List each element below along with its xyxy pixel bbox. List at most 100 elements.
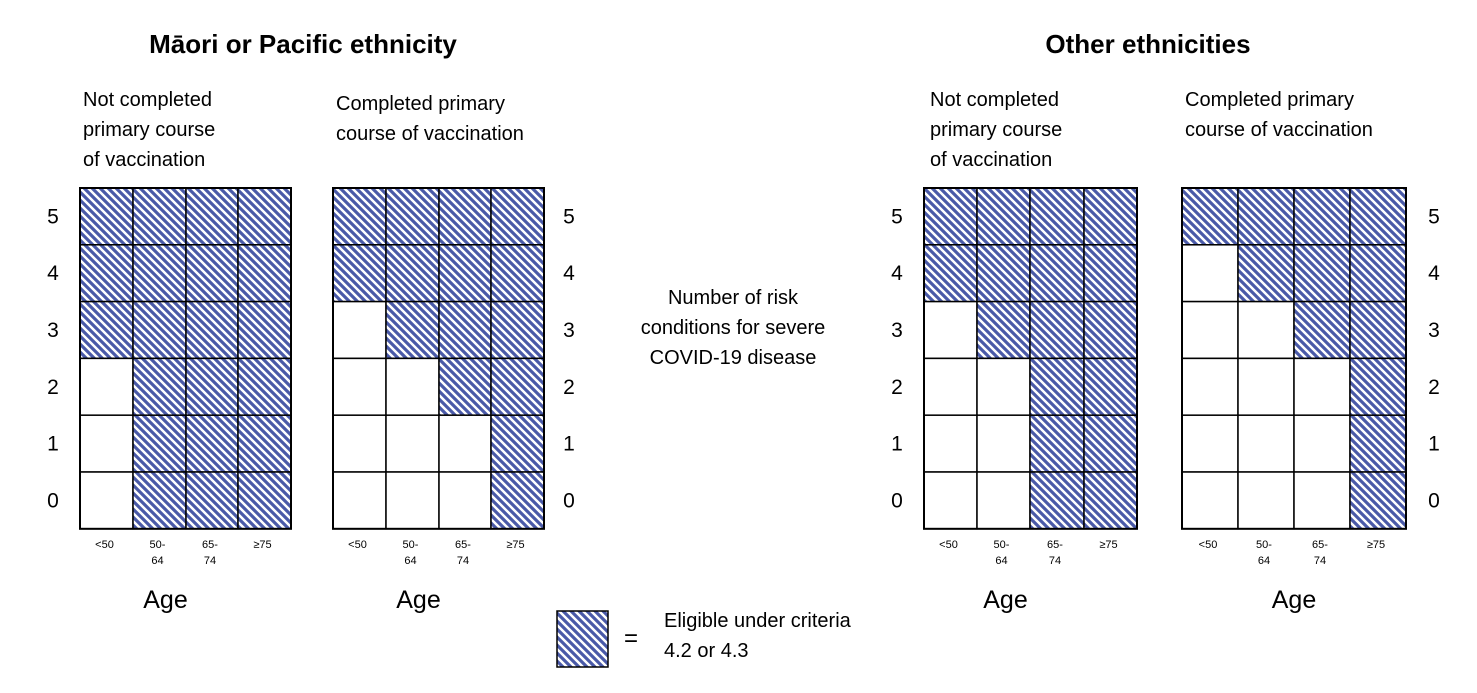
eligible-cell: [332, 187, 387, 246]
age-tick-label: 74: [1314, 555, 1326, 567]
ineligible-cell: [79, 357, 134, 416]
ineligible-cell: [385, 357, 440, 416]
center-label-line-1: Number of risk: [668, 287, 799, 309]
eligible-cell: [438, 357, 492, 416]
eligible-cell: [1349, 357, 1407, 416]
panel-4-border: [1181, 187, 1407, 530]
row-label: 3: [1428, 319, 1440, 342]
eligible-cell: [185, 414, 239, 473]
age-tick-label: 65-: [1312, 539, 1328, 551]
panel-3-border: [923, 187, 1138, 530]
age-tick-label: 64: [1258, 555, 1270, 567]
row-label: 2: [47, 376, 59, 399]
eligible-cell: [385, 187, 440, 246]
eligible-cell: [1293, 244, 1351, 303]
eligible-cell: [490, 414, 545, 473]
row-label: 5: [563, 205, 575, 228]
panel-4: Completed primary course of vaccination 5 4…: [1181, 89, 1440, 614]
row-label: 2: [563, 376, 575, 399]
ineligible-cell: [79, 471, 134, 530]
ineligible-cell: [923, 471, 978, 530]
row-label: 4: [47, 262, 59, 285]
eligible-cell: [1029, 471, 1085, 530]
eligible-cell: [1237, 187, 1295, 246]
eligible-cell: [79, 244, 134, 303]
age-tick-label: 50-: [403, 539, 419, 551]
panel-3-title-line: of vaccination: [930, 149, 1052, 171]
panel-4-title-line: Completed primary: [1185, 89, 1354, 111]
eligible-cell: [923, 187, 978, 246]
ineligible-cell: [976, 357, 1031, 416]
age-tick-label: 50-: [994, 539, 1010, 551]
eligible-cell: [438, 187, 492, 246]
ineligible-cell: [976, 414, 1031, 473]
age-tick-label: <50: [1199, 539, 1218, 551]
row-label: 1: [563, 433, 575, 456]
row-label: 2: [891, 376, 903, 399]
eligible-cell: [438, 300, 492, 360]
row-label: 2: [1428, 376, 1440, 399]
panel-2: Completed primary course of vaccination 5 4…: [332, 93, 575, 614]
panel-2-border: [332, 187, 545, 530]
eligible-cell: [490, 244, 545, 303]
eligible-cell: [185, 244, 239, 303]
age-axis-title: Age: [1272, 586, 1316, 614]
eligible-cell: [1029, 357, 1085, 416]
row-label: 0: [1428, 489, 1440, 512]
row-label: 3: [563, 319, 575, 342]
eligible-cell: [1349, 471, 1407, 530]
eligible-cell: [132, 187, 187, 246]
row-label: 1: [1428, 433, 1440, 456]
legend-equals-sign: =: [624, 625, 638, 652]
panel-1-title-line: primary course: [83, 119, 215, 141]
eligible-cell: [490, 471, 545, 530]
ineligible-cell: [385, 471, 440, 530]
ineligible-cell: [923, 357, 978, 416]
age-axis-title: Age: [983, 586, 1027, 614]
ineligible-cell: [1237, 414, 1295, 473]
ineligible-cell: [1181, 414, 1239, 473]
eligible-cell: [976, 187, 1031, 246]
ineligible-cell: [385, 414, 440, 473]
row-label: 1: [891, 433, 903, 456]
eligible-cell: [237, 357, 292, 416]
row-label: 4: [563, 262, 575, 285]
row-label: 0: [891, 489, 903, 512]
eligible-cell: [438, 244, 492, 303]
section-title-maori-pacific: Māori or Pacific ethnicity: [149, 29, 457, 59]
panel-3-title-line: Not completed: [930, 89, 1059, 111]
panel-2-title-line: Completed primary: [336, 93, 505, 115]
ineligible-cell: [1237, 357, 1295, 416]
eligible-cell: [923, 244, 978, 303]
ineligible-cell: [976, 471, 1031, 530]
eligible-cell: [79, 187, 134, 246]
ineligible-cell: [1181, 471, 1239, 530]
age-tick-label: 74: [457, 555, 469, 567]
ineligible-cell: [438, 414, 492, 473]
ineligible-cell: [332, 357, 387, 416]
eligible-cell: [1293, 187, 1351, 246]
age-tick-label: 64: [404, 555, 416, 567]
age-tick-label: ≥75: [506, 539, 524, 551]
ineligible-cell: [923, 414, 978, 473]
age-tick-label: 65-: [202, 539, 218, 551]
row-label: 3: [47, 319, 59, 342]
eligible-cell: [490, 187, 545, 246]
ineligible-cell: [1293, 357, 1351, 416]
ineligible-cell: [332, 300, 387, 360]
age-tick-label: ≥75: [253, 539, 271, 551]
row-label: 0: [47, 489, 59, 512]
age-tick-label: 74: [1049, 555, 1061, 567]
eligible-cell: [185, 300, 239, 360]
panel-4-title-line: course of vaccination: [1185, 119, 1373, 141]
eligible-cell: [1349, 244, 1407, 303]
legend: = Eligible under criteria 4.2 or 4.3: [556, 610, 852, 668]
eligible-cell: [1083, 300, 1138, 360]
eligible-cell: [79, 300, 134, 360]
eligible-cell: [237, 187, 292, 246]
ineligible-cell: [1293, 414, 1351, 473]
eligible-cell: [1349, 414, 1407, 473]
legend-text-line-2: 4.2 or 4.3: [664, 640, 749, 662]
eligible-cell: [1083, 187, 1138, 246]
eligible-cell: [1083, 471, 1138, 530]
